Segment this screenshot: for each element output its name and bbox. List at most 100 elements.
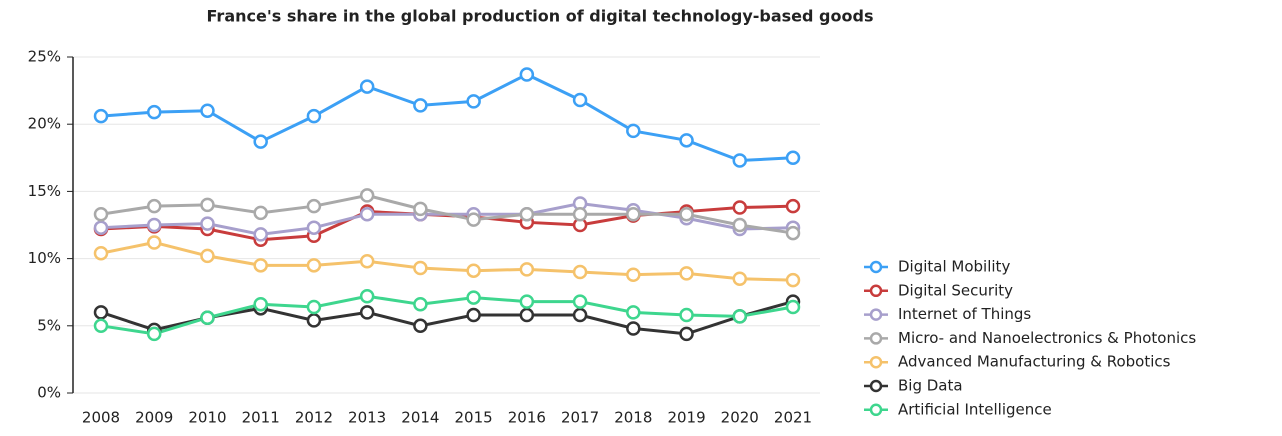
data-point <box>626 321 641 336</box>
data-point <box>93 206 109 222</box>
data-point <box>732 200 748 215</box>
data-point <box>146 326 162 342</box>
data-point <box>306 299 322 315</box>
series-line <box>100 294 794 336</box>
legend-marker <box>869 260 883 274</box>
data-point <box>200 197 215 213</box>
data-point <box>200 310 215 325</box>
legend-label: Micro- and Nanoelectronics & Photonics <box>898 329 1196 347</box>
data-point <box>306 313 322 328</box>
x-tick-label: 2015 <box>455 409 493 427</box>
data-point <box>359 206 375 222</box>
data-point <box>359 254 375 269</box>
legend-marker <box>869 379 883 393</box>
legend-marker <box>869 308 883 321</box>
data-point <box>146 104 162 120</box>
data-point <box>413 318 428 334</box>
data-point <box>466 307 481 323</box>
data-point <box>626 305 641 320</box>
data-point <box>519 67 535 82</box>
legend-label: Big Data <box>898 377 963 395</box>
data-point <box>679 326 694 342</box>
data-point <box>572 206 588 222</box>
x-tick-label: 2014 <box>401 409 439 427</box>
data-point <box>200 216 215 231</box>
series-line <box>100 240 794 282</box>
data-point <box>253 297 268 312</box>
x-tick-label: 2013 <box>348 409 386 427</box>
data-point <box>572 92 588 108</box>
data-point <box>359 305 375 320</box>
data-point <box>572 264 588 280</box>
data-point <box>732 153 748 168</box>
chart-title: France's share in the global production … <box>207 7 874 26</box>
data-point <box>466 290 481 305</box>
data-point <box>413 297 428 312</box>
data-point <box>785 225 801 241</box>
data-point <box>519 262 535 277</box>
data-point <box>253 205 268 221</box>
x-tick-label: 2021 <box>774 409 812 427</box>
data-point <box>572 294 588 309</box>
legend-marker <box>869 355 883 369</box>
legend-label: Advanced Manufacturing & Robotics <box>898 353 1171 371</box>
legend-label: Internet of Things <box>898 305 1031 323</box>
legend-label: Digital Security <box>898 281 1013 299</box>
legend-marker <box>869 332 883 345</box>
x-tick-label: 2017 <box>561 409 599 427</box>
data-point <box>306 198 322 214</box>
x-tick-label: 2019 <box>667 409 705 427</box>
x-tick-label: 2010 <box>188 409 226 427</box>
data-point <box>679 266 694 281</box>
data-point <box>519 294 535 309</box>
data-point <box>413 98 428 113</box>
data-point <box>93 305 109 320</box>
data-point <box>93 108 109 124</box>
x-tick-label: 2012 <box>295 409 333 427</box>
data-point <box>679 206 694 222</box>
data-point <box>306 220 322 235</box>
x-tick-label: 2018 <box>614 409 652 427</box>
series-line <box>100 72 794 163</box>
data-point <box>359 288 375 304</box>
data-point <box>253 134 268 149</box>
y-tick-label: 15% <box>28 182 61 200</box>
data-point <box>200 103 215 119</box>
data-point <box>679 307 694 323</box>
y-tick-label: 10% <box>28 249 61 267</box>
x-tick-label: 2011 <box>242 409 280 427</box>
y-tick-label: 25% <box>28 48 61 66</box>
data-point <box>466 94 481 109</box>
data-point <box>679 133 694 148</box>
data-point <box>413 201 428 217</box>
data-point <box>785 272 801 288</box>
data-point <box>785 150 801 166</box>
data-point <box>359 188 375 203</box>
x-tick-label: 2016 <box>508 409 546 427</box>
data-point <box>93 318 109 334</box>
y-tick-label: 20% <box>28 115 61 133</box>
data-point <box>146 198 162 214</box>
y-tick-label: 0% <box>37 384 61 402</box>
data-point <box>253 227 268 242</box>
data-point <box>519 206 535 222</box>
legend-label: Digital Mobility <box>898 258 1010 276</box>
x-tick-label: 2020 <box>721 409 759 427</box>
x-tick-label: 2008 <box>82 409 120 427</box>
data-point <box>466 263 481 278</box>
y-tick-label: 5% <box>37 316 61 334</box>
data-point <box>306 258 322 273</box>
data-point <box>93 220 109 235</box>
data-point <box>732 217 748 233</box>
data-point <box>626 267 641 282</box>
data-point <box>785 299 801 315</box>
data-point <box>626 123 641 139</box>
data-point <box>519 307 535 323</box>
legend-label: Artificial Intelligence <box>898 400 1052 418</box>
legend-marker <box>869 403 883 417</box>
data-point <box>572 307 588 323</box>
data-point <box>93 245 109 261</box>
x-tick-label: 2009 <box>135 409 173 427</box>
data-point <box>306 108 322 124</box>
